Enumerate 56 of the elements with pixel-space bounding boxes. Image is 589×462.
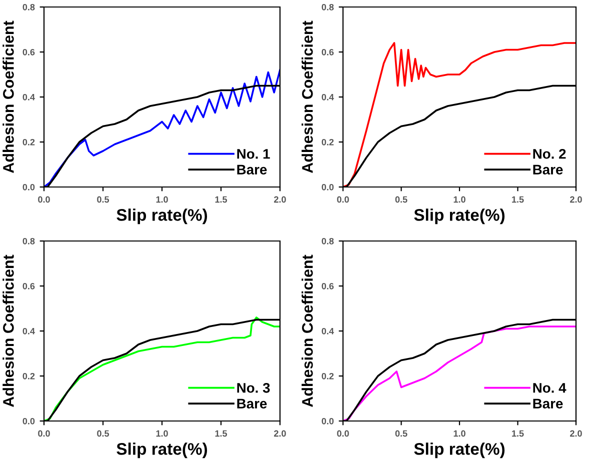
x-axis-title: Slip rate(%) [414,442,505,458]
y-tick-label: 0.8 [322,4,334,10]
x-tick-label: 1.0 [156,430,168,437]
x-tick-label: 0.0 [38,430,50,437]
x-tick-label: 0.5 [97,430,110,437]
x-tick-label: 0.5 [395,196,408,203]
y-tick-label: 0.0 [22,418,35,424]
y-tick-label: 0.4 [322,328,334,334]
y-tick-label: 0.6 [22,282,35,290]
y-tick-label: 0.4 [22,94,35,100]
legend-label: No. 4 [533,383,566,393]
y-tick-label: 0.8 [22,4,35,10]
y-tick-label: 0.0 [322,418,334,424]
y-tick-label: 0.8 [22,238,35,244]
y-tick-label: 0.6 [322,48,334,56]
x-tick-label: 1.0 [156,196,168,203]
y-tick-label: 0.2 [322,138,334,146]
x-tick-label: 0.0 [337,430,349,437]
legend-label: Bare [237,398,267,409]
x-tick-label: 1.5 [512,430,524,437]
x-tick-label: 0.5 [395,430,408,437]
y-tick-label: 0.4 [22,328,35,334]
x-tick-label: 0.0 [38,196,50,203]
x-tick-label: 1.5 [215,196,228,203]
y-tick-label: 0.0 [322,184,334,190]
legend-label: No. 3 [237,382,270,393]
y-tick-label: 0.0 [22,184,35,190]
y-tick-label: 0.6 [22,48,35,56]
y-tick-label: 0.6 [322,282,334,290]
x-axis-title: Slip rate(%) [116,208,208,224]
y-axis-title: Adhesion Coefficient [302,20,313,174]
y-tick-label: 0.2 [22,138,35,146]
y-tick-label: 0.2 [22,372,35,380]
x-tick-label: 2.0 [274,430,286,437]
x-axis-title: Slip rate(%) [116,442,208,458]
x-tick-label: 0.0 [337,196,349,203]
legend-label: Bare [533,398,563,409]
legend-label: No. 2 [533,148,566,159]
y-tick-label: 0.8 [322,238,334,244]
y-axis-title: Adhesion Coefficient [2,254,14,408]
legend-label: Bare [533,164,563,175]
x-axis-title: Slip rate(%) [414,208,505,224]
x-tick-label: 0.5 [97,196,110,203]
x-tick-label: 2.0 [570,430,582,437]
x-tick-label: 1.5 [215,430,228,437]
x-tick-label: 1.0 [454,196,466,203]
x-tick-label: 1.5 [512,196,524,203]
legend-label: Bare [237,164,267,175]
y-axis-title: Adhesion Coefficient [302,254,313,408]
x-tick-label: 1.0 [454,430,466,437]
y-tick-label: 0.2 [322,372,334,380]
x-tick-label: 2.0 [570,196,582,203]
legend-label: No. 1 [237,149,270,159]
y-axis-title: Adhesion Coefficient [2,20,14,174]
y-tick-label: 0.4 [322,94,334,100]
x-tick-label: 2.0 [274,196,286,203]
